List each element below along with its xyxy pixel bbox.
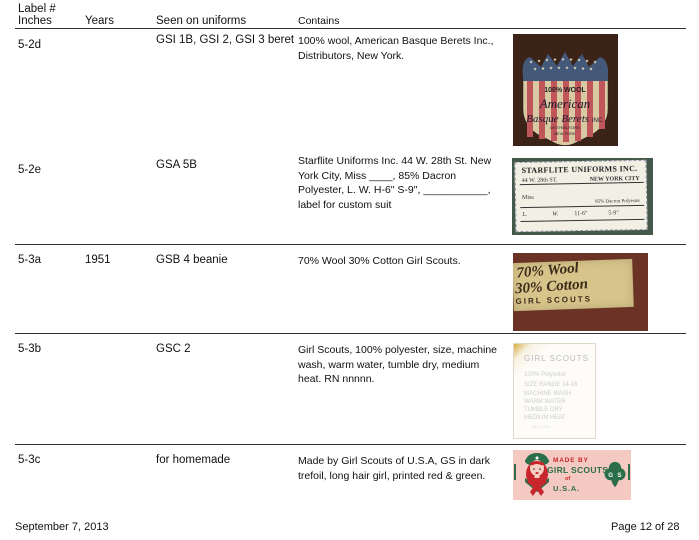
svg-text:American: American [539,96,591,111]
svg-text:NEW YORK: NEW YORK [554,131,576,136]
svg-text:G: G [608,472,613,479]
svg-text:S: S [617,472,621,479]
svg-text:DISTRIBUTORS: DISTRIBUTORS [550,125,580,130]
svg-text:100% WOOL: 100% WOOL [544,87,586,94]
